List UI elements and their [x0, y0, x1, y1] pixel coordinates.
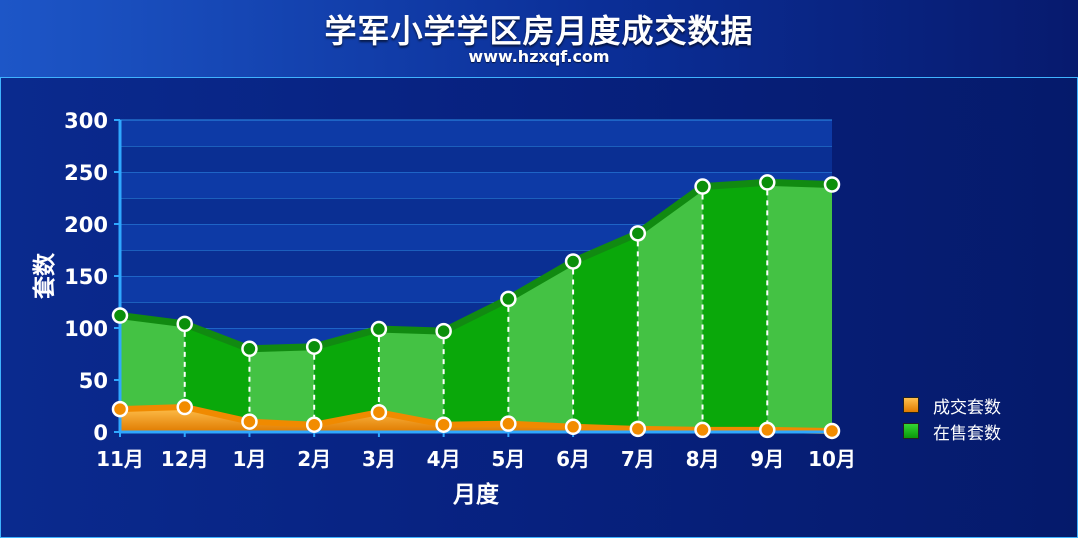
- onsale-point: [370, 320, 388, 338]
- onsale-area-band: [767, 182, 832, 431]
- legend-label-onsale: 在售套数: [933, 423, 1001, 444]
- sold-point: [305, 416, 323, 433]
- y-tick-label: 250: [64, 161, 108, 185]
- onsale-line: [119, 178, 833, 353]
- y-axis-title: 套数: [32, 252, 58, 299]
- onsale-point: [176, 315, 193, 333]
- grid-band: [120, 120, 832, 146]
- sold-point: [176, 398, 193, 416]
- legend-item-sold[interactable]: 成交套数: [903, 392, 1001, 418]
- legend-swatch-onsale: [903, 423, 919, 439]
- x-tick-label: 7月: [621, 447, 655, 471]
- sold-point: [694, 421, 711, 439]
- y-tick-label: 0: [93, 421, 108, 445]
- onsale-area-band: [314, 329, 379, 425]
- onsale-point: [305, 338, 323, 355]
- chart-legend: 成交套数 在售套数: [903, 392, 1001, 444]
- x-tick-label: 3月: [362, 447, 396, 471]
- onsale-area-band: [702, 182, 768, 430]
- sold-point: [435, 416, 452, 433]
- onsale-area-band: [573, 233, 638, 429]
- grid-band: [120, 146, 832, 172]
- x-tick-label: 4月: [427, 447, 461, 471]
- onsale-point: [500, 290, 517, 308]
- onsale-area-band: [378, 329, 444, 425]
- sold-point: [564, 418, 582, 436]
- sold-point: [241, 413, 258, 430]
- onsale-area-band: [508, 261, 574, 427]
- y-tick-label: 300: [64, 109, 108, 133]
- onsale-point: [629, 225, 647, 242]
- x-tick-label: 11月: [96, 447, 144, 471]
- x-tick-label: 12月: [161, 447, 209, 471]
- y-tick-label: 200: [64, 213, 108, 237]
- sold-point: [111, 400, 129, 418]
- onsale-point: [564, 253, 582, 270]
- chart-header: 学军小学学区房月度成交数据 www.hzxqf.com: [0, 0, 1078, 76]
- onsale-area-band: [120, 315, 185, 410]
- chart-title: 学军小学学区房月度成交数据: [324, 12, 754, 50]
- onsale-point: [759, 174, 776, 191]
- x-axis-title: 月度: [452, 481, 500, 508]
- x-tick-label: 1月: [232, 447, 266, 471]
- x-tick-label: 5月: [491, 447, 525, 471]
- x-tick-label: 6月: [556, 447, 590, 471]
- onsale-area-band: [184, 323, 250, 422]
- onsale-point: [823, 176, 841, 193]
- legend-swatch-sold: [903, 397, 919, 413]
- x-tick-label: 2月: [297, 447, 331, 471]
- sold-point: [500, 415, 517, 432]
- y-tick-label: 100: [64, 317, 108, 341]
- chart-subtitle: www.hzxqf.com: [468, 47, 610, 66]
- onsale-point: [241, 340, 258, 358]
- y-tick-label: 50: [79, 369, 108, 393]
- onsale-area-band: [249, 346, 315, 425]
- sold-point: [759, 421, 776, 439]
- onsale-area-band: [443, 298, 509, 425]
- onsale-area-band: [637, 186, 703, 430]
- legend-label-sold: 成交套数: [933, 397, 1001, 418]
- sold-line: [119, 404, 833, 434]
- sold-point: [629, 420, 647, 438]
- sold-point: [370, 403, 388, 421]
- x-tick-label: 9月: [750, 447, 784, 471]
- sold-point: [823, 422, 841, 440]
- legend-item-onsale[interactable]: 在售套数: [903, 418, 1001, 444]
- x-tick-label: 10月: [808, 447, 856, 471]
- onsale-point: [111, 307, 129, 324]
- onsale-point: [694, 178, 711, 195]
- x-tick-label: 8月: [686, 447, 720, 471]
- y-tick-label: 150: [64, 265, 108, 289]
- onsale-point: [435, 322, 452, 340]
